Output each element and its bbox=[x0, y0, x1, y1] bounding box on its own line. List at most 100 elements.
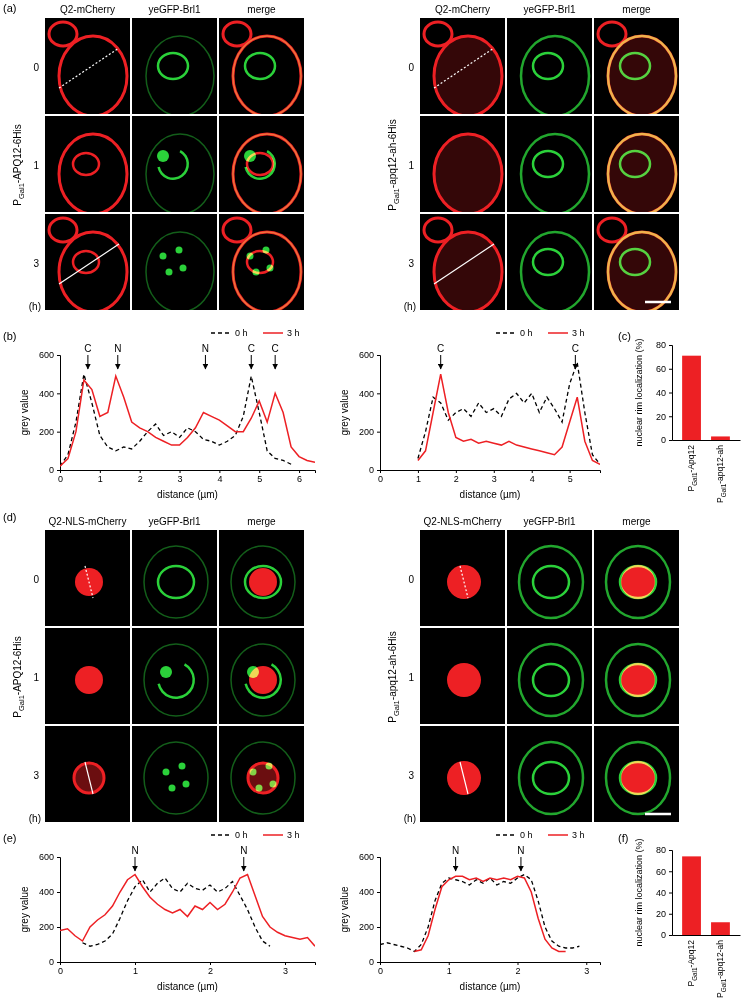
micrograph-background bbox=[45, 18, 130, 116]
y-tick-label: 400 bbox=[39, 389, 54, 399]
y-tick: 0 bbox=[49, 957, 60, 967]
micrograph-background bbox=[507, 628, 592, 726]
nuclear-envelope bbox=[620, 664, 656, 696]
nuclear-envelope-partial bbox=[157, 663, 195, 699]
y-tick-mark bbox=[669, 416, 672, 417]
time-label: 0 bbox=[33, 574, 39, 585]
brl1-focus bbox=[183, 781, 190, 788]
brl1-focus bbox=[169, 785, 176, 792]
er-outline bbox=[146, 232, 214, 312]
x-tick-label: 5 bbox=[257, 474, 262, 484]
y-axis-title: grey value bbox=[19, 886, 30, 933]
mcherry-channel bbox=[424, 22, 502, 116]
er-outline bbox=[233, 232, 301, 312]
legend-label: 3 h bbox=[572, 830, 585, 840]
series-line bbox=[60, 374, 291, 466]
line-scan bbox=[434, 48, 494, 88]
brl1-focus bbox=[160, 253, 167, 260]
micrograph-background bbox=[507, 18, 592, 116]
micrograph-background bbox=[219, 530, 304, 628]
annotation-label: C bbox=[572, 343, 579, 354]
nuclear-envelope bbox=[620, 762, 656, 794]
x-axis-title: distance (µm) bbox=[157, 981, 218, 992]
micrograph-background bbox=[507, 726, 592, 824]
panel-label: (e) bbox=[3, 832, 16, 844]
micrograph bbox=[219, 18, 304, 116]
micrograph-background bbox=[132, 726, 217, 824]
micrograph-background bbox=[594, 18, 679, 116]
bud-outline bbox=[223, 218, 251, 242]
er-outline bbox=[146, 134, 214, 214]
nuclear-rim bbox=[247, 251, 273, 273]
mcherry-channel bbox=[447, 761, 481, 795]
mcherry-channel bbox=[447, 565, 481, 599]
bar bbox=[682, 856, 701, 935]
micrograph-background bbox=[420, 726, 505, 824]
y-tick-label: 200 bbox=[359, 427, 374, 437]
legend-item: 0 h bbox=[496, 830, 533, 840]
legend-item: 3 h bbox=[263, 328, 300, 338]
x-axis-line bbox=[673, 935, 741, 936]
micrograph bbox=[45, 530, 130, 628]
x-axis-title: distance (µm) bbox=[157, 489, 218, 500]
brl1-focus bbox=[247, 253, 254, 260]
micrograph bbox=[420, 628, 505, 726]
column-header: merge bbox=[622, 516, 651, 527]
cell-outline bbox=[434, 232, 502, 312]
y-tick-mark bbox=[669, 393, 672, 394]
micrograph-background bbox=[219, 214, 304, 312]
micrograph-background bbox=[45, 628, 130, 726]
subscript: Gal1 bbox=[720, 978, 727, 992]
y-tick-mark bbox=[57, 962, 60, 963]
gfp-channel bbox=[233, 36, 301, 116]
legend-item: 0 h bbox=[496, 328, 533, 338]
bud-outline bbox=[223, 22, 251, 46]
y-axis-line bbox=[669, 346, 673, 441]
y-tick-label: 600 bbox=[39, 852, 54, 862]
x-tick: 3 bbox=[492, 470, 497, 484]
y-tick-label: 0 bbox=[661, 435, 666, 445]
gfp-channel bbox=[606, 742, 670, 814]
time-label: 3 bbox=[408, 770, 414, 781]
x-tick-label: 0 bbox=[58, 474, 63, 484]
gfp-channel bbox=[606, 644, 670, 716]
micrograph-background bbox=[594, 116, 679, 214]
y-tick-label: 0 bbox=[49, 465, 54, 475]
gfp-channel bbox=[608, 134, 676, 214]
y-tick-mark bbox=[669, 850, 672, 851]
bud-outline bbox=[49, 22, 77, 46]
y-tick-label: 20 bbox=[656, 412, 666, 422]
y-tick: 20 bbox=[656, 909, 672, 919]
annotation-arrow bbox=[520, 857, 521, 871]
er-outline bbox=[521, 134, 589, 214]
micrograph bbox=[507, 18, 592, 116]
x-tick: 5 bbox=[568, 470, 573, 484]
micrograph bbox=[594, 530, 679, 628]
text-part: -apq12-ah-6His bbox=[387, 631, 398, 700]
micrograph bbox=[420, 18, 505, 116]
micrograph-background bbox=[132, 18, 217, 116]
y-tick: 0 bbox=[661, 930, 672, 940]
y-tick: 200 bbox=[39, 922, 60, 932]
cell-outline bbox=[233, 232, 301, 312]
y-tick-mark bbox=[57, 927, 60, 928]
micrograph bbox=[219, 214, 304, 312]
text-part: -apq12-ah-6His bbox=[387, 119, 398, 188]
annotation-arrow bbox=[135, 857, 136, 871]
mcherry-channel bbox=[74, 763, 104, 793]
bud-outline bbox=[49, 218, 77, 242]
legend-swatch bbox=[548, 834, 568, 836]
mcherry-channel bbox=[621, 761, 655, 795]
x-tick: 2 bbox=[515, 962, 520, 976]
row-label: PGal1-apq12-ah-6His bbox=[387, 631, 401, 722]
legend-swatch bbox=[263, 332, 283, 334]
x-tick-label: 2 bbox=[515, 966, 520, 976]
legend-item: 0 h bbox=[211, 328, 248, 338]
er-outline bbox=[231, 644, 295, 716]
y-tick-mark bbox=[669, 345, 672, 346]
column-header: yeGFP-Brl1 bbox=[148, 4, 201, 15]
annotation-label: C bbox=[272, 343, 279, 354]
annotation-label: N bbox=[202, 343, 209, 354]
gfp-channel bbox=[521, 232, 589, 312]
cell-outline bbox=[59, 232, 127, 312]
